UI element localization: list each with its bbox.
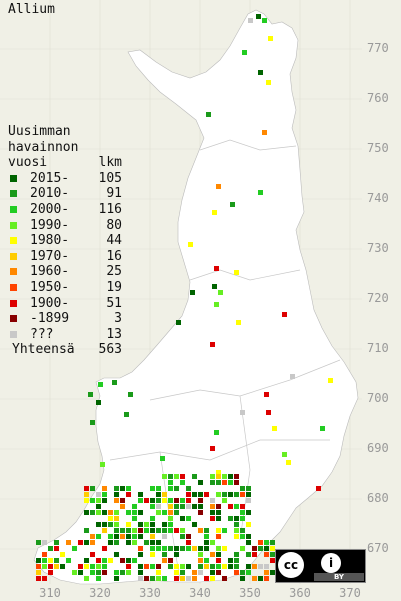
y-tick-label: 690: [367, 441, 389, 455]
legend-count: 3: [114, 311, 122, 327]
legend-total-count: 563: [98, 342, 122, 358]
legend-total-label: Yhteensä: [12, 342, 75, 358]
legend-swatch: [10, 283, 17, 291]
legend-label: 1990-: [30, 217, 70, 233]
legend-row: 1970- 16: [8, 248, 122, 265]
legend-row: 2000- 116: [8, 201, 122, 218]
species-title: Allium: [8, 2, 55, 17]
y-tick-label: 710: [367, 341, 389, 355]
legend-total-row: Yhteensä 563: [8, 342, 122, 358]
legend-label: 2015-: [30, 170, 70, 186]
x-tick-label: 370: [339, 586, 361, 600]
legend-column-header: vuosi lkm: [8, 155, 122, 171]
legend-row: 1900- 51: [8, 295, 122, 312]
legend-swatch: [10, 190, 17, 198]
legend-row: 2015- 105: [8, 170, 122, 187]
legend: Uusimman havainnon vuosi lkm 2015- 105 201…: [8, 124, 122, 358]
legend-swatch: [10, 330, 17, 338]
legend-count: 16: [106, 248, 122, 264]
legend-swatch: [10, 299, 17, 307]
license-badge: cc i BY: [275, 549, 366, 583]
legend-label: 1970-: [30, 248, 70, 264]
legend-label: 2010-: [30, 186, 70, 202]
x-tick-label: 350: [239, 586, 261, 600]
legend-label: 1950-: [30, 279, 70, 295]
cc-icon: cc: [278, 552, 304, 578]
y-tick-label: 720: [367, 291, 389, 305]
legend-swatch: [10, 237, 17, 245]
x-tick-label: 330: [139, 586, 161, 600]
legend-label: 1900-: [30, 295, 70, 311]
legend-row: 1990- 80: [8, 217, 122, 234]
x-tick-label: 310: [39, 586, 61, 600]
legend-swatch: [10, 315, 17, 323]
legend-row: ??? 13: [8, 326, 122, 343]
y-tick-label: 680: [367, 491, 389, 505]
legend-count: 116: [98, 201, 122, 217]
legend-count: 80: [106, 217, 122, 233]
legend-heading-2: havainnon: [8, 139, 79, 155]
y-tick-label: 760: [367, 91, 389, 105]
y-tick-label: 700: [367, 391, 389, 405]
legend-label: 2000-: [30, 201, 70, 217]
y-tick-label: 770: [367, 41, 389, 55]
legend-row: 1960- 25: [8, 264, 122, 280]
legend-count: 25: [106, 264, 122, 280]
legend-label: 1980-: [30, 233, 70, 249]
finland-land: [33, 9, 359, 585]
legend-swatch: [10, 268, 17, 276]
x-tick-label: 320: [89, 586, 111, 600]
x-tick-label: 360: [289, 586, 311, 600]
y-tick-label: 750: [367, 141, 389, 155]
y-tick-label: 740: [367, 191, 389, 205]
legend-count-header: lkm: [98, 155, 122, 171]
legend-count: 44: [106, 233, 122, 249]
legend-row: 1950- 19: [8, 279, 122, 296]
legend-label: 1960-: [30, 264, 70, 280]
observation-dots: [36, 14, 333, 581]
legend-swatch: [10, 174, 17, 182]
legend-count: 13: [106, 326, 122, 342]
legend-heading-1: Uusimman: [8, 124, 71, 139]
legend-count: 91: [106, 186, 122, 202]
legend-swatch: [10, 205, 17, 213]
attribution-icon: i: [321, 553, 341, 573]
legend-row: -1899 3: [8, 311, 122, 327]
legend-swatch: [10, 252, 17, 260]
license-by-label: BY: [314, 573, 364, 581]
legend-row: 1980- 44: [8, 233, 122, 249]
legend-count: 19: [106, 279, 122, 295]
legend-label: -1899: [30, 311, 70, 327]
legend-swatch: [10, 221, 17, 229]
legend-count: 105: [98, 170, 122, 186]
legend-count: 51: [106, 295, 122, 311]
legend-year-header: vuosi: [8, 155, 48, 171]
legend-row: 2010- 91: [8, 186, 122, 202]
x-tick-label: 340: [189, 586, 211, 600]
y-tick-label: 730: [367, 241, 389, 255]
y-tick-label: 670: [367, 541, 389, 555]
legend-label: ???: [30, 326, 54, 342]
